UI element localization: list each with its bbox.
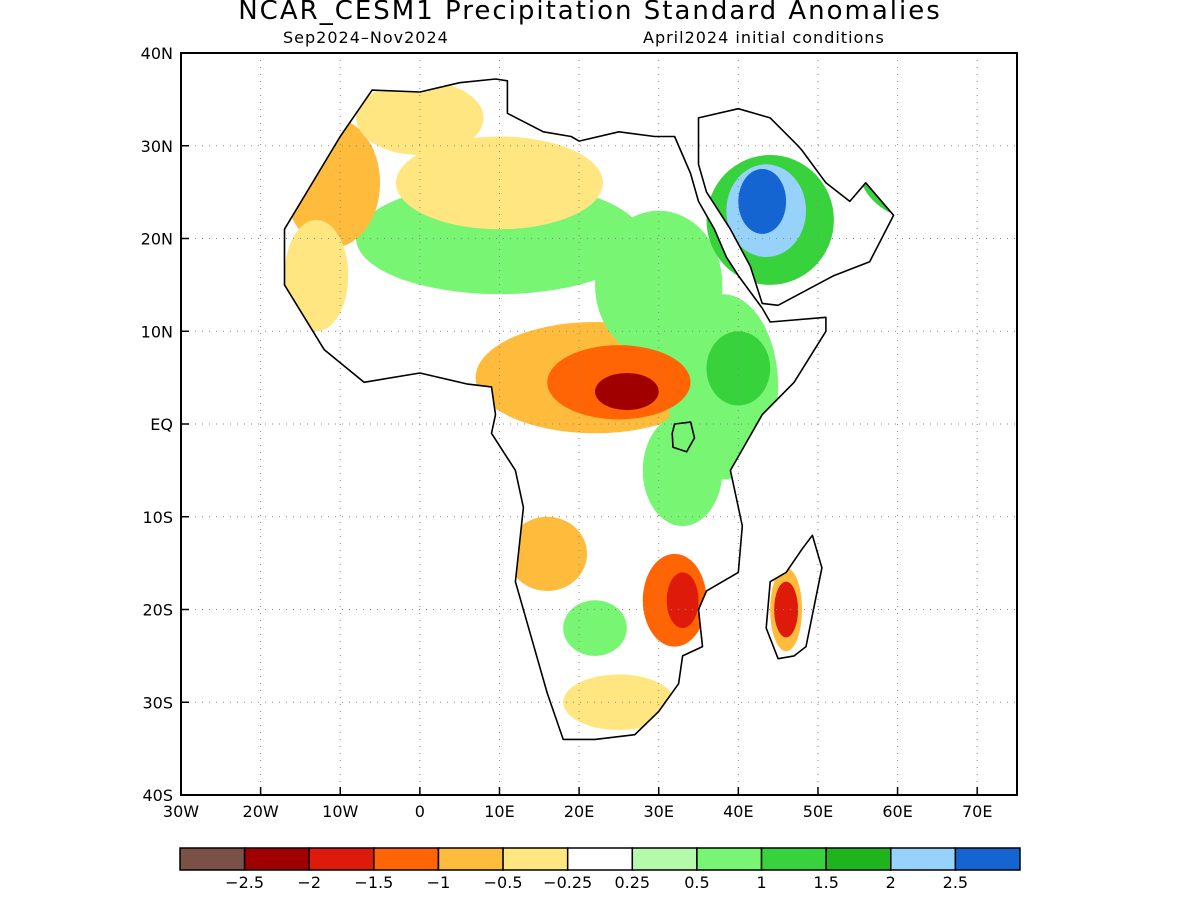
mozambique-very-dry-region xyxy=(666,572,699,629)
lon-tick-label: 0 xyxy=(415,802,425,821)
lon-tick-label: 50E xyxy=(803,802,833,821)
congo-west-dry-region xyxy=(483,359,548,415)
colorbar-swatch xyxy=(437,847,504,871)
angola-dry-region xyxy=(507,516,588,591)
colorbar-label: 1.5 xyxy=(813,873,838,892)
lon-tick-label: 60E xyxy=(882,802,912,821)
lat-tick-label: 40S xyxy=(142,786,173,805)
colorbar-swatch xyxy=(760,847,827,871)
colorbar-swatch xyxy=(179,847,246,871)
longitude-axis: 30W 20W 10W 0 10E 20E 30E 40E 50E 60E 70E xyxy=(163,787,992,821)
iran-wet-region xyxy=(857,108,894,220)
colorbar-label: −0.5 xyxy=(484,873,523,892)
lat-tick-label: EQ xyxy=(150,415,173,434)
tanzania-wet-region xyxy=(642,414,723,527)
africa-coastline xyxy=(283,78,827,741)
arabia-coastline xyxy=(697,107,895,307)
lon-tick-label: 10E xyxy=(484,802,514,821)
colorbar-swatch xyxy=(502,847,569,871)
lon-tick-label: 40E xyxy=(723,802,753,821)
initial-conditions: April2024 initial conditions xyxy=(643,28,885,47)
colorbar-label: 2.5 xyxy=(943,873,968,892)
mediterranean-dry-region xyxy=(595,79,755,91)
coastlines xyxy=(283,78,895,741)
arabia-very-wet-region xyxy=(738,168,787,234)
colorbar-swatch xyxy=(890,847,957,871)
colorbar-swatch xyxy=(825,847,892,871)
anomaly-shading xyxy=(284,79,894,731)
colorbar-label: −0.25 xyxy=(543,873,592,892)
lat-tick-label: 10N xyxy=(141,322,173,341)
sahel-dry-region xyxy=(395,136,603,230)
lake-victoria-outline xyxy=(671,421,696,453)
colorbar-label: −1.5 xyxy=(354,873,393,892)
botswana-wet-region xyxy=(563,600,627,656)
lat-tick-label: 20N xyxy=(141,230,173,249)
colorbar-swatch xyxy=(308,847,375,871)
colorbar-swatch xyxy=(243,847,310,871)
colorbar-swatch xyxy=(696,847,763,871)
south-africa-dry-region xyxy=(563,674,675,731)
lat-tick-label: 30S xyxy=(142,693,173,712)
colorbar-swatch xyxy=(954,847,1021,871)
colorbar-label: −2 xyxy=(297,873,321,892)
lat-tick-label: 20S xyxy=(142,601,173,620)
colorbar-label: −2.5 xyxy=(225,873,264,892)
lon-tick-label: 30E xyxy=(643,802,673,821)
colorbar: −2.5 −2 −1.5 −1 −0.5 −0.25 0.25 0.5 1 1.5 2 2.5 xyxy=(179,847,1021,892)
north-libya-dry-region xyxy=(356,80,484,156)
west-africa-dry-region xyxy=(284,219,349,332)
madagascar-coastline xyxy=(765,534,823,660)
lon-tick-label: 20E xyxy=(564,802,594,821)
lon-tick-label: 70E xyxy=(962,802,992,821)
colorbar-label: 2 xyxy=(886,873,896,892)
gridlines xyxy=(181,53,1017,795)
central-africa-dry-region xyxy=(595,372,659,411)
colorbar-swatch xyxy=(566,847,634,871)
lon-tick-label: 10W xyxy=(322,802,358,821)
lat-tick-label: 40N xyxy=(141,44,173,63)
lat-tick-label: 30N xyxy=(141,137,173,156)
lon-tick-label: 20W xyxy=(243,802,279,821)
madagascar-dry-region xyxy=(774,581,799,638)
colorbar-label: 0.5 xyxy=(684,873,709,892)
colorbar-swatch xyxy=(373,847,440,871)
map-title: NCAR_CESM1 Precipitation Standard Anomal… xyxy=(238,0,942,26)
colorbar-label: 0.25 xyxy=(614,873,650,892)
colorbar-swatch xyxy=(631,847,698,871)
forecast-period: Sep2024–Nov2024 xyxy=(283,28,449,47)
colorbar-label: −1 xyxy=(427,873,451,892)
latitude-axis: 40N 30N 20N 10N EQ 10S 20S 30S 40S xyxy=(141,44,189,805)
lon-tick-label: 30W xyxy=(163,802,199,821)
lat-tick-label: 10S xyxy=(142,508,173,527)
colorbar-label: 1 xyxy=(756,873,766,892)
